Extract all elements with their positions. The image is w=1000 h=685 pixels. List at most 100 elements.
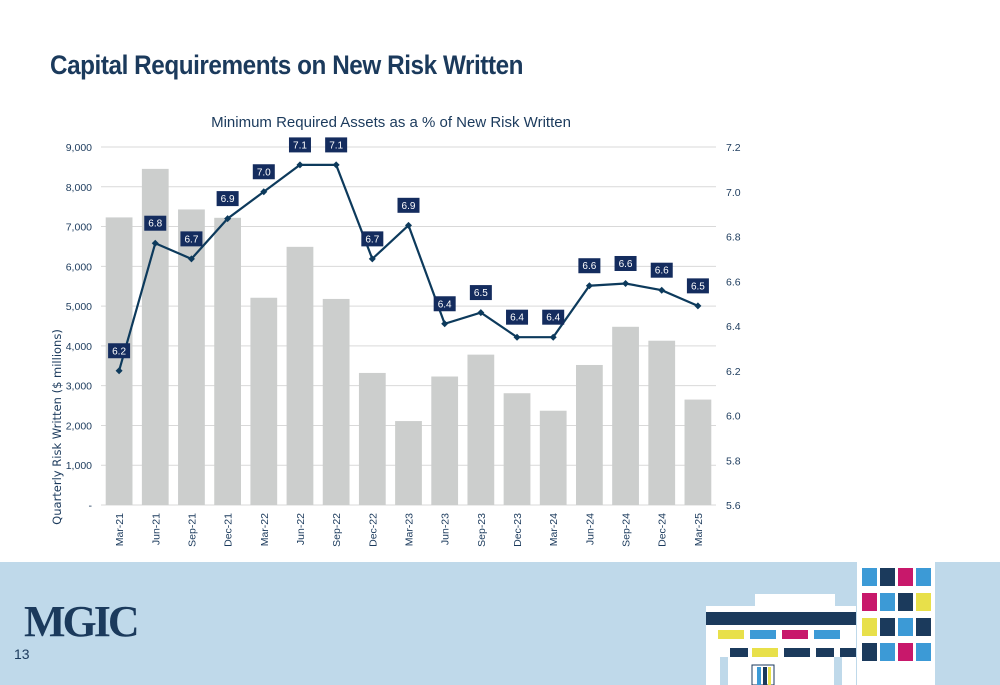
data-label: 7.1: [293, 140, 307, 151]
data-label: 6.5: [691, 281, 705, 292]
bar-Mar-25: [684, 399, 712, 505]
x-tick: Jun-24: [584, 513, 596, 545]
data-label-box: [506, 309, 529, 325]
bar-Sep-22: [322, 298, 350, 505]
data-label: 6.6: [655, 266, 669, 277]
data-label-box: [469, 285, 492, 301]
data-label: 6.5: [474, 288, 488, 299]
data-label-box: [252, 164, 275, 180]
x-tick: Dec-23: [512, 513, 524, 547]
line-point-Mar-24: [549, 333, 557, 341]
chart-title: Minimum Required Assets as a % of New Ri…: [211, 114, 571, 131]
y-right-tick: 5.6: [726, 500, 741, 512]
data-label-box: [361, 231, 384, 247]
y-left-tick: 3,000: [66, 381, 92, 393]
data-label-box: [578, 258, 601, 274]
y-right-tick: 7.0: [726, 187, 741, 199]
y-right-tick: 6.2: [726, 366, 741, 378]
data-label: 6.4: [438, 299, 452, 310]
bar-Sep-24: [612, 326, 639, 505]
x-tick: Sep-24: [621, 513, 633, 547]
data-label-box: [144, 215, 167, 231]
data-label-box: [108, 343, 131, 359]
bar-Jun-22: [286, 246, 314, 505]
data-label: 6.4: [510, 313, 524, 324]
y-left-tick: 7,000: [66, 222, 92, 234]
data-label-box: [325, 137, 348, 153]
y-right-tick: 7.2: [726, 142, 741, 154]
bar-Mar-21: [105, 217, 133, 505]
line-point-Sep-22: [332, 161, 340, 169]
x-tick: Dec-21: [223, 513, 235, 547]
y-right-tick: 6.0: [726, 411, 741, 423]
x-tick: Dec-24: [657, 513, 669, 547]
line-point-Dec-24: [658, 286, 666, 294]
line-point-Dec-23: [513, 333, 521, 341]
x-tick: Mar-22: [259, 513, 271, 546]
bar-Mar-24: [539, 410, 567, 505]
line-point-Dec-22: [368, 255, 376, 263]
line-point-Jun-21: [151, 239, 159, 247]
data-label: 6.6: [619, 259, 633, 270]
data-label: 7.0: [257, 167, 271, 178]
bar-Sep-23: [467, 354, 495, 505]
x-tick: Dec-22: [367, 513, 379, 547]
y-left-tick: 4,000: [66, 341, 92, 353]
data-label: 7.1: [329, 140, 343, 151]
line-point-Sep-24: [622, 279, 630, 287]
y-left-tick: 9,000: [66, 142, 92, 154]
data-label: 6.6: [582, 261, 596, 272]
line-path: [118, 163, 699, 372]
combo-chart: Minimum Required Assets as a % of New Ri…: [50, 114, 741, 547]
x-tick: Mar-25: [693, 513, 705, 546]
data-label: 6.2: [112, 346, 126, 357]
bar-Jun-23: [431, 376, 459, 505]
bar-Dec-24: [648, 340, 676, 505]
data-label-box: [542, 309, 565, 325]
y-right-tick: 6.4: [726, 321, 741, 333]
y-right-tick: 5.8: [726, 455, 741, 467]
line-point-Jun-23: [441, 320, 449, 328]
bar-Mar-22: [250, 297, 278, 505]
line-point-Mar-21: [115, 367, 123, 375]
y-left-tick: 6,000: [66, 261, 92, 273]
line-point-Sep-21: [187, 255, 195, 263]
y-right-tick: 6.8: [726, 232, 741, 244]
data-label-box: [686, 278, 709, 294]
data-label-box: [397, 197, 420, 213]
y-left-axis-label: Quarterly Risk Written ($ millions): [50, 329, 64, 525]
data-label: 6.4: [546, 313, 560, 324]
line-point-Sep-23: [477, 309, 485, 317]
x-tick: Mar-23: [404, 513, 416, 546]
line-point-Mar-25: [694, 302, 702, 310]
x-tick: Mar-21: [114, 513, 126, 546]
line-point-Jun-22: [296, 161, 304, 169]
page-number: 13: [14, 646, 30, 662]
bar-Jun-24: [575, 364, 603, 505]
y-left-ticks: - 1,000 2,000 3,000 4,000 5,000 6,000 7,000 8,00…: [66, 142, 93, 512]
data-label: 6.8: [148, 219, 162, 230]
x-tick: Sep-22: [331, 513, 343, 547]
bar-series: [105, 168, 712, 505]
data-label-box: [180, 231, 203, 247]
y-right-tick: 6.6: [726, 276, 741, 288]
data-label: 6.9: [402, 201, 416, 212]
line-point-Dec-21: [224, 215, 232, 223]
bar-Dec-22: [358, 372, 386, 505]
y-right-ticks: 5.6 5.8 6.0 6.2 6.4 6.6 6.8 7.0 7.2: [726, 142, 741, 512]
line-point-Jun-24: [585, 282, 593, 290]
y-left-tick: 1,000: [66, 460, 92, 472]
bar-Dec-23: [503, 393, 531, 505]
line-point-Mar-22: [260, 188, 268, 196]
y-left-tick: 2,000: [66, 420, 92, 432]
x-tick: Sep-23: [476, 513, 488, 547]
mgic-logo: MGIC: [24, 597, 140, 646]
data-label-box: [216, 191, 239, 207]
x-ticks: Mar-21 Jun-21 Sep-21 Dec-21 Mar-22 Jun-22 Sep-…: [114, 513, 705, 547]
data-label: 6.9: [221, 194, 235, 205]
y-left-tick: 8,000: [66, 182, 92, 194]
data-label: 6.7: [365, 234, 379, 245]
y-left-tick: -: [89, 500, 93, 512]
line-point-Mar-23: [405, 221, 412, 229]
x-tick: Jun-23: [440, 513, 452, 545]
